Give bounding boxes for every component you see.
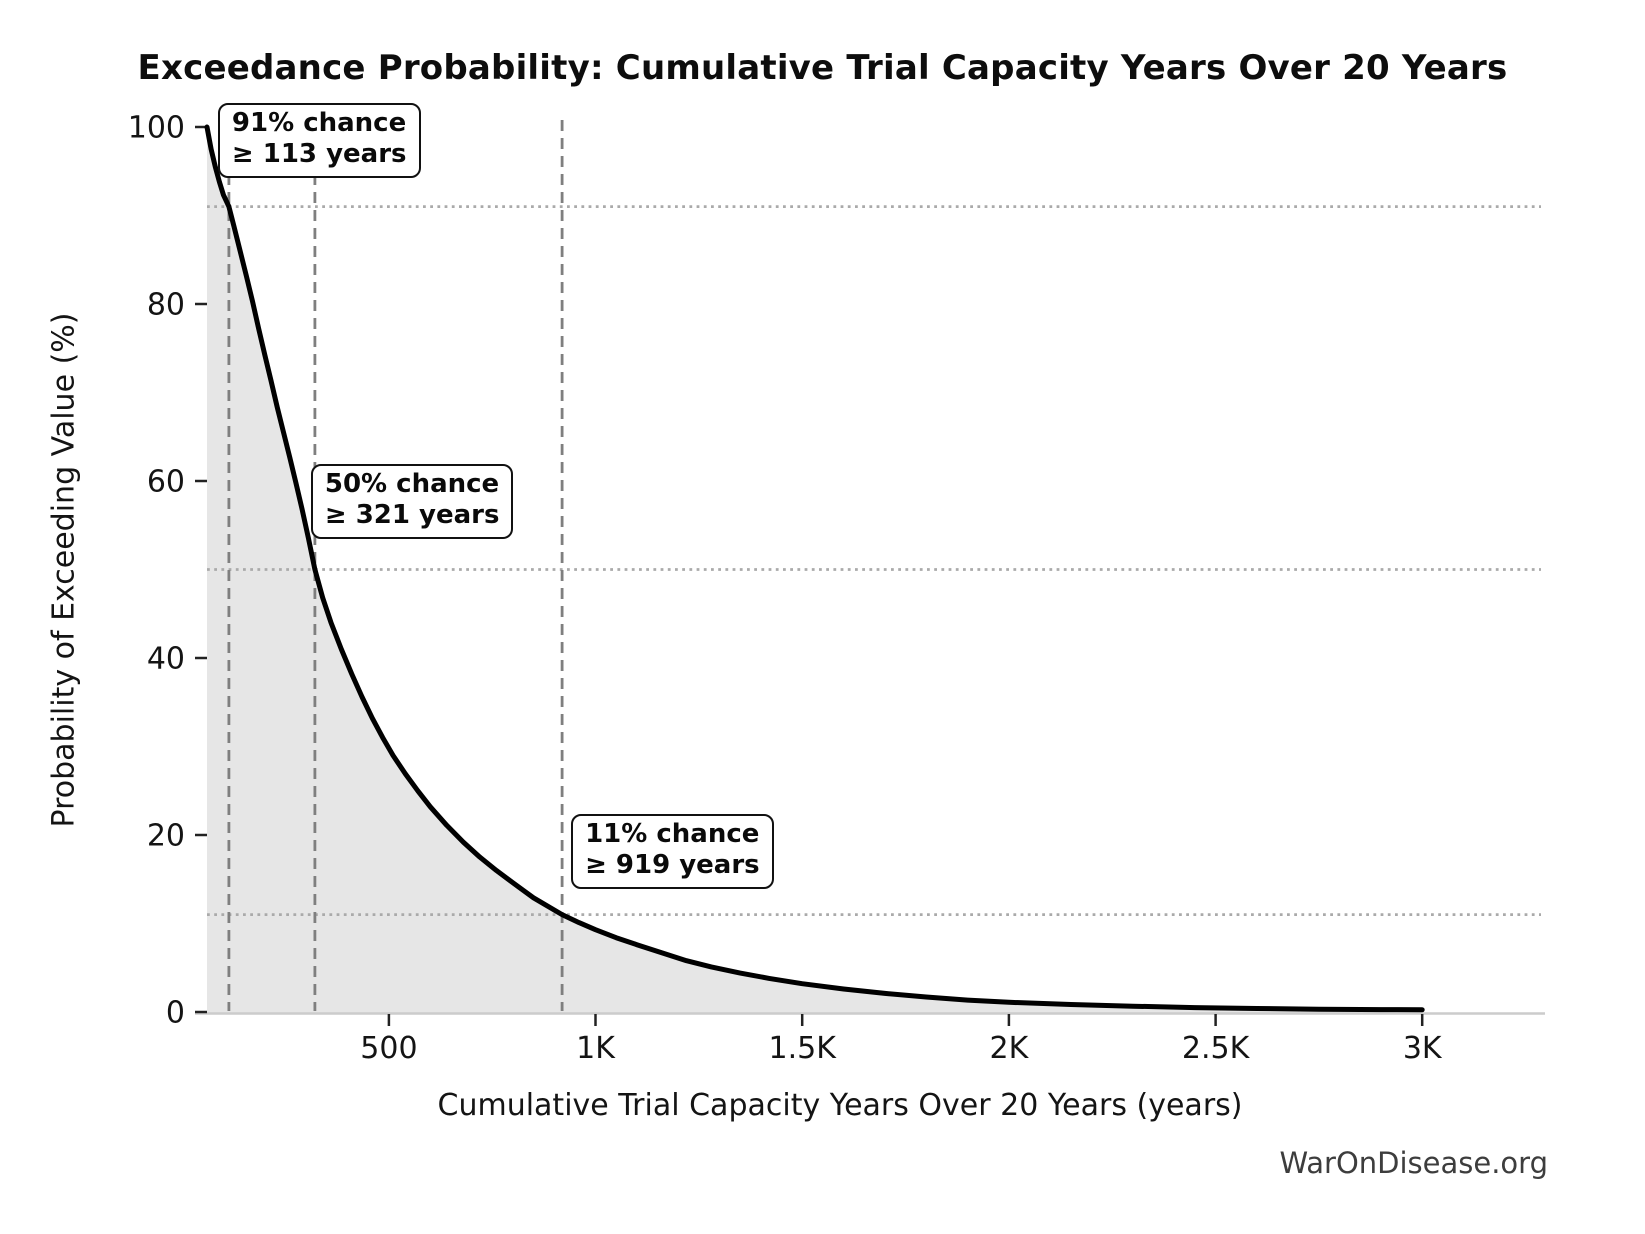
x-tick-label: 1.5K (769, 1031, 838, 1066)
annotation-years-text: ≥ 113 years (231, 139, 407, 169)
annotation-chance-text: 11% chance (585, 819, 760, 849)
x-tick-label: 2.5K (1182, 1031, 1251, 1066)
x-tick-label: 3K (1403, 1031, 1443, 1066)
annotation-years-text: ≥ 321 years (324, 500, 500, 530)
y-tick-label: 0 (166, 996, 185, 1031)
watermark: WarOnDisease.org (1279, 1146, 1548, 1180)
exceedance-curve (204, 124, 1425, 1013)
x-tick-label: 2K (990, 1031, 1030, 1066)
area-fill (207, 127, 1423, 1013)
y-tick-label: 100 (128, 111, 185, 146)
x-axis-label: Cumulative Trial Capacity Years Over 20 … (437, 1088, 1243, 1123)
annotation-years-text: ≥ 919 years (585, 850, 760, 880)
x-tick-label: 1K (576, 1031, 616, 1066)
y-tick-label: 60 (147, 465, 185, 500)
annotation-11pct-box: 11% chance ≥ 919 years (571, 814, 774, 889)
y-tick-label: 40 (147, 642, 185, 677)
annotation-chance-text: 50% chance (324, 469, 500, 499)
annotation-chance-text: 91% chance (231, 108, 407, 138)
x-tick-label: 500 (360, 1031, 417, 1066)
y-tick-label: 80 (147, 288, 185, 323)
annotation-91pct-box: 91% chance ≥ 113 years (217, 103, 421, 178)
y-tick-label: 20 (147, 819, 185, 854)
annotation-50pct-box: 50% chance ≥ 321 years (310, 464, 514, 539)
chart-title: Exceedance Probability: Cumulative Trial… (137, 48, 1508, 88)
y-axis-label: Probability of Exceeding Value (%) (46, 312, 82, 828)
